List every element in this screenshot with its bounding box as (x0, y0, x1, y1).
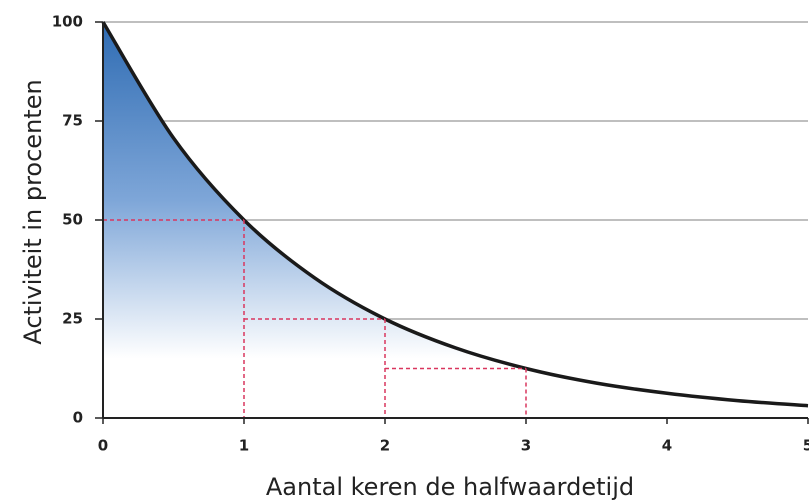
y-tick-label: 0 (73, 409, 83, 427)
y-tick-label: 50 (62, 211, 83, 229)
y-tick-label: 100 (52, 13, 83, 31)
line (101, 21, 809, 408)
x-tick-label: 4 (662, 437, 672, 455)
x-tick-label: 3 (521, 437, 531, 455)
y-tick-label: 25 (62, 310, 83, 328)
x-tick-label: 2 (380, 437, 390, 455)
x-tick-label: 1 (239, 437, 249, 455)
x-tick-label: 5 (803, 437, 809, 455)
y-tick-label: 75 (62, 112, 83, 130)
x-tick-label: 0 (98, 437, 108, 455)
x-axis-title: Aantal keren de halfwaardetijd (266, 473, 634, 501)
y-axis-title: Activiteit in procenten (19, 79, 47, 344)
